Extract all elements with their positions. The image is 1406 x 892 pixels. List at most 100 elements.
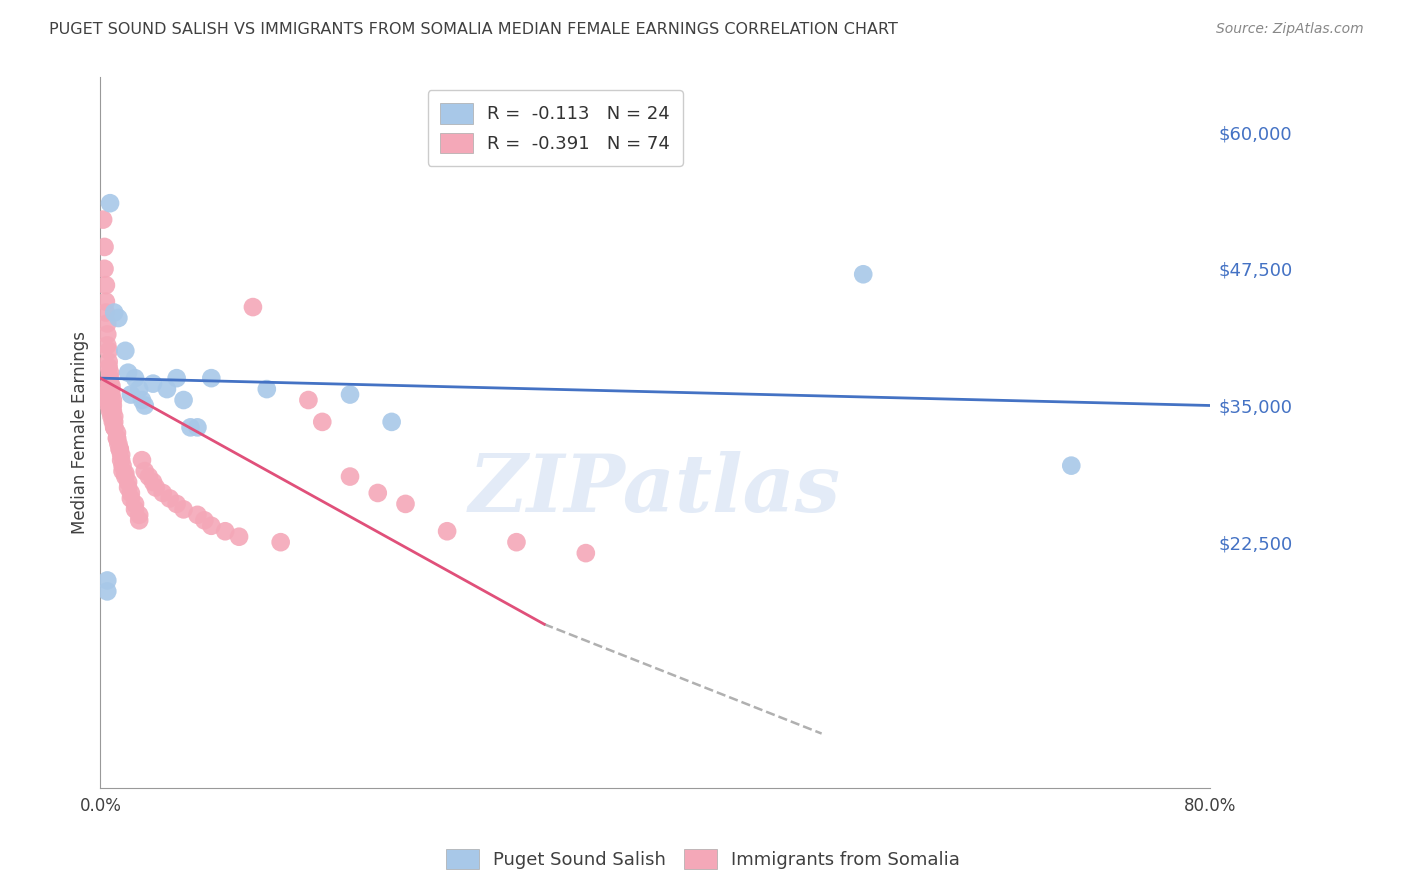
Point xyxy=(436,524,458,539)
Point xyxy=(339,469,361,483)
Point xyxy=(93,261,115,276)
Point xyxy=(111,464,134,478)
Point xyxy=(97,343,120,358)
Point xyxy=(124,502,146,516)
Point xyxy=(381,415,404,429)
Point xyxy=(100,387,122,401)
Point xyxy=(100,379,122,393)
Point xyxy=(117,475,139,489)
Point xyxy=(124,497,146,511)
Point xyxy=(242,300,264,314)
Point xyxy=(96,574,118,588)
Point xyxy=(311,415,333,429)
Point xyxy=(575,546,598,560)
Point xyxy=(110,453,132,467)
Point xyxy=(159,491,181,506)
Point xyxy=(100,409,122,424)
Point xyxy=(128,382,150,396)
Point xyxy=(107,436,129,450)
Point xyxy=(186,508,208,522)
Point xyxy=(173,502,195,516)
Point xyxy=(142,475,165,489)
Point xyxy=(156,382,179,396)
Point xyxy=(142,376,165,391)
Point xyxy=(93,240,115,254)
Point xyxy=(93,382,115,396)
Point xyxy=(138,469,160,483)
Text: Source: ZipAtlas.com: Source: ZipAtlas.com xyxy=(1216,22,1364,37)
Point xyxy=(94,278,117,293)
Point xyxy=(166,371,188,385)
Point xyxy=(103,305,125,319)
Point xyxy=(114,467,136,481)
Point xyxy=(97,355,120,369)
Point xyxy=(200,518,222,533)
Point xyxy=(101,415,124,429)
Point xyxy=(256,382,278,396)
Point xyxy=(94,387,117,401)
Point xyxy=(193,513,215,527)
Point xyxy=(98,371,121,385)
Point xyxy=(117,366,139,380)
Point xyxy=(103,420,125,434)
Point xyxy=(98,196,121,211)
Point xyxy=(96,317,118,331)
Point xyxy=(128,508,150,522)
Point xyxy=(108,442,131,457)
Point xyxy=(108,442,131,457)
Point xyxy=(134,464,156,478)
Point xyxy=(103,409,125,424)
Text: ZIPatlas: ZIPatlas xyxy=(470,451,841,528)
Y-axis label: Median Female Earnings: Median Female Earnings xyxy=(72,331,89,534)
Point xyxy=(114,343,136,358)
Point xyxy=(105,431,128,445)
Point xyxy=(179,420,201,434)
Point xyxy=(96,338,118,352)
Point xyxy=(214,524,236,539)
Point xyxy=(107,311,129,326)
Point xyxy=(145,481,167,495)
Point xyxy=(852,267,875,281)
Point xyxy=(120,486,142,500)
Point xyxy=(96,584,118,599)
Point xyxy=(128,513,150,527)
Point xyxy=(91,212,114,227)
Legend: R =  -0.113   N = 24, R =  -0.391   N = 74: R = -0.113 N = 24, R = -0.391 N = 74 xyxy=(427,90,683,166)
Point xyxy=(101,392,124,407)
Point xyxy=(114,469,136,483)
Point xyxy=(131,453,153,467)
Point xyxy=(103,420,125,434)
Point xyxy=(166,497,188,511)
Point xyxy=(186,420,208,434)
Point xyxy=(94,294,117,309)
Point xyxy=(97,399,120,413)
Point xyxy=(120,491,142,506)
Point xyxy=(103,415,125,429)
Point xyxy=(367,486,389,500)
Point xyxy=(101,399,124,413)
Point xyxy=(97,360,120,375)
Point xyxy=(117,481,139,495)
Point xyxy=(98,376,121,391)
Point xyxy=(98,404,121,418)
Point xyxy=(152,486,174,500)
Point xyxy=(105,425,128,440)
Point xyxy=(96,392,118,407)
Point xyxy=(339,387,361,401)
Legend: Puget Sound Salish, Immigrants from Somalia: Puget Sound Salish, Immigrants from Soma… xyxy=(437,839,969,879)
Point xyxy=(101,404,124,418)
Point xyxy=(1060,458,1083,473)
Point xyxy=(297,392,319,407)
Point xyxy=(100,382,122,396)
Point xyxy=(200,371,222,385)
Point xyxy=(394,497,416,511)
Point xyxy=(173,392,195,407)
Point xyxy=(505,535,527,549)
Point xyxy=(110,448,132,462)
Point xyxy=(131,392,153,407)
Point xyxy=(134,399,156,413)
Point xyxy=(124,371,146,385)
Point xyxy=(96,327,118,342)
Point xyxy=(228,530,250,544)
Point xyxy=(270,535,292,549)
